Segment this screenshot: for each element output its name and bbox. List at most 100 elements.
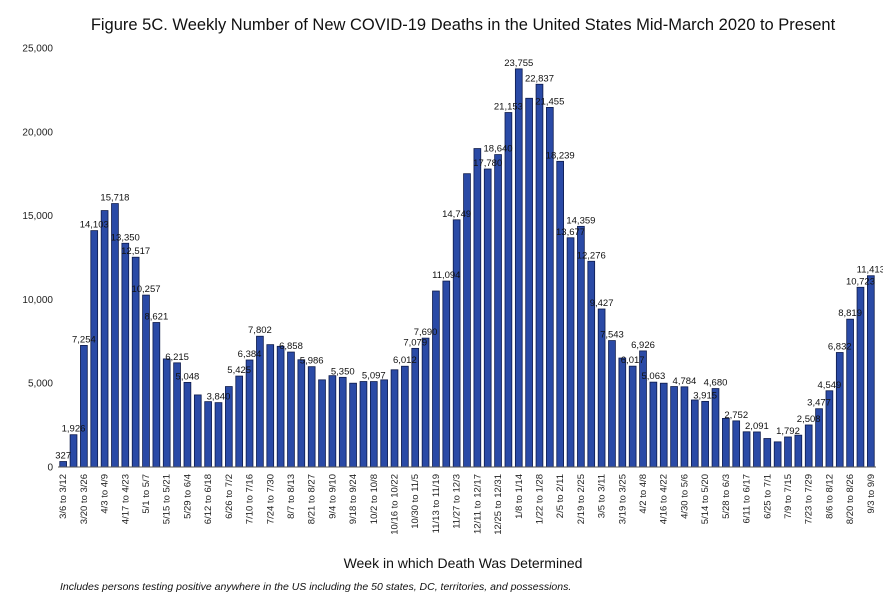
bar [235, 375, 244, 468]
data-label: 4,549 [818, 380, 842, 391]
x-tick-label: 6/26 to 7/2 [224, 474, 235, 519]
bar [670, 386, 678, 468]
y-tick-label: 5,000 [28, 379, 53, 390]
data-label: 6,012 [393, 355, 417, 366]
data-label: 8,621 [144, 312, 168, 323]
x-tick-label: 12/25 to 12/31 [493, 474, 504, 535]
bar [401, 365, 409, 468]
data-label: 5,425 [227, 365, 251, 376]
data-label: 2,752 [724, 410, 748, 421]
bar [773, 441, 782, 468]
x-tick-label: 7/24 to 7/30 [265, 474, 276, 524]
bar [701, 400, 709, 468]
bar [680, 386, 689, 468]
data-label: 21,153 [494, 102, 523, 113]
data-label: 6,017 [621, 355, 645, 366]
bar [690, 399, 699, 468]
x-tick-label: 3/20 to 3/26 [79, 474, 90, 524]
x-axis: 3/6 to 3/12 3/20 to 3/26 4/3 to 4/9 4/17 to… [58, 474, 877, 535]
y-tick-label: 0 [47, 463, 53, 474]
data-label: 11,413 [857, 265, 883, 276]
bar [359, 381, 368, 468]
data-label: 5,048 [176, 371, 200, 382]
data-label: 14,103 [80, 220, 109, 231]
x-tick-label: 9/4 to 9/10 [327, 474, 338, 519]
x-tick-label: 6/25 to 7/1 [762, 474, 773, 519]
x-tick-label: 4/16 to 4/22 [659, 474, 670, 524]
data-label: 5,986 [300, 356, 324, 367]
y-tick-label: 25,000 [22, 44, 53, 55]
x-tick-label: 10/30 to 11/5 [410, 474, 421, 529]
x-tick-label: 7/9 to 7/15 [783, 474, 794, 519]
data-label: 3,840 [207, 392, 231, 403]
data-label: 5,097 [362, 371, 386, 382]
y-axis: 0 5,000 10,000 15,000 20,000 25,000 [22, 44, 53, 474]
bar [69, 434, 78, 468]
bar [214, 402, 223, 468]
bar [390, 369, 399, 468]
data-label: 6,926 [631, 340, 655, 351]
bar [452, 219, 461, 468]
bar [649, 381, 658, 468]
x-tick-label: 9/18 to 9/24 [348, 474, 359, 524]
bar [835, 352, 844, 468]
data-label: 4,680 [704, 378, 728, 389]
bar [556, 160, 565, 468]
x-tick-label: 6/11 to 6/17 [742, 474, 753, 523]
bar [307, 366, 316, 468]
data-label: 1,926 [62, 424, 86, 435]
data-label: 12,517 [121, 246, 150, 257]
x-tick-label: 1/22 to 1/28 [534, 474, 545, 524]
x-tick-label: 7/10 to 7/16 [245, 474, 256, 524]
x-tick-label: 11/27 to 12/3 [452, 474, 463, 529]
x-tick-label: 4/2 to 4/8 [638, 474, 649, 514]
bar [784, 436, 792, 468]
bar [566, 237, 575, 468]
bar [297, 359, 306, 468]
bar [193, 394, 202, 468]
bar [753, 431, 761, 468]
x-tick-label: 1/8 to 1/14 [514, 474, 525, 519]
bar [421, 337, 430, 468]
bar [432, 290, 440, 468]
bar [318, 379, 326, 468]
data-label: 6,215 [165, 352, 189, 363]
data-label: 7,079 [403, 337, 427, 348]
data-label: 7,543 [600, 330, 624, 341]
x-tick-label: 5/15 to 5/21 [162, 474, 173, 524]
bar [121, 242, 130, 468]
bar [204, 401, 212, 468]
data-label: 18,239 [546, 150, 575, 161]
data-label: 21,455 [535, 96, 564, 107]
x-tick-label: 8/7 to 8/13 [286, 474, 297, 519]
data-label: 8,819 [838, 308, 862, 319]
data-label: 7,690 [414, 327, 438, 338]
data-label: 11,094 [432, 270, 460, 281]
data-label: 4,784 [673, 376, 697, 387]
data-label: 327 [55, 451, 71, 462]
data-label: 10,723 [846, 276, 875, 287]
x-tick-label: 10/16 to 10/22 [390, 474, 401, 535]
chart-title: Figure 5C. Weekly Number of New COVID-19… [91, 16, 836, 34]
bar [867, 275, 875, 468]
bar [90, 230, 99, 468]
bar [483, 168, 492, 468]
data-label: 7,254 [72, 334, 96, 345]
bar [162, 358, 171, 468]
data-label: 10,257 [131, 284, 160, 295]
data-label: 15,718 [100, 193, 129, 204]
x-tick-label: 11/13 to 11/19 [431, 474, 442, 533]
y-tick-label: 15,000 [22, 211, 53, 222]
x-tick-label: 4/30 to 5/6 [679, 474, 690, 519]
data-label: 22,837 [525, 73, 554, 84]
bar [442, 280, 451, 468]
x-tick-label: 5/1 to 5/7 [141, 474, 152, 514]
bar [494, 154, 502, 468]
bar [369, 381, 378, 468]
bar [639, 350, 647, 468]
y-tick-label: 20,000 [22, 127, 53, 138]
data-label: 12,276 [577, 250, 606, 261]
x-tick-label: 3/19 to 3/25 [617, 474, 628, 524]
bar [349, 382, 357, 468]
